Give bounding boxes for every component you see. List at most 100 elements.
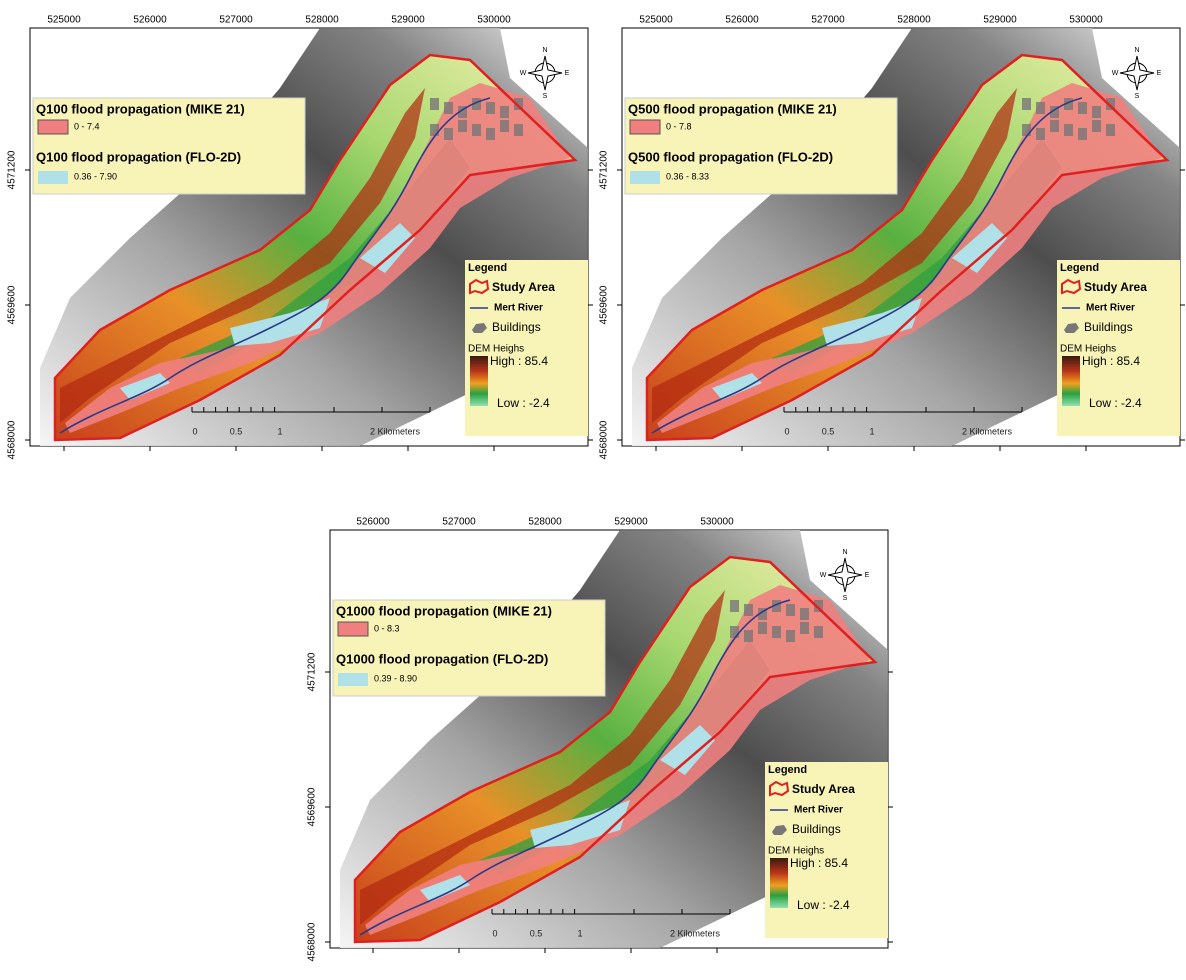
x-coordinate-label: 528000 [305, 15, 339, 26]
scale-label: 1 [869, 426, 874, 436]
map-panel: 525000 526000 527000 528000 529000 530000 4571… [7, 15, 593, 460]
compass-letter: E [865, 572, 870, 579]
legend-label: Study Area [792, 782, 855, 796]
flood-legend-range: 0 - 8.3 [374, 623, 400, 633]
building [1092, 120, 1101, 132]
x-coordinate-label: 527000 [442, 517, 476, 528]
legend-label: Low : -2.4 [497, 396, 550, 410]
building [1064, 124, 1073, 136]
swatch-flo [38, 171, 68, 184]
legend-label: Buildings [492, 320, 541, 334]
swatch-mike [338, 622, 368, 636]
y-coordinate-label: 4571200 [599, 150, 610, 189]
legend-label: DEM Heighs [468, 344, 524, 355]
building [444, 102, 453, 114]
legend-label: DEM Heighs [768, 846, 824, 857]
building [1036, 102, 1045, 114]
legend-label: Study Area [1084, 280, 1147, 294]
building [800, 608, 809, 620]
flood-legend-title: Q1000 flood propagation (MIKE 21) [336, 603, 552, 618]
compass-letter: N [1134, 47, 1139, 54]
building [814, 626, 823, 638]
legend-label: Mert River [794, 805, 843, 816]
x-coordinate-label: 529000 [391, 15, 425, 26]
y-coordinate-label: 4568000 [307, 922, 318, 961]
flood-legend-range: 0.39 - 8.90 [374, 673, 417, 683]
legend-label: Mert River [494, 303, 543, 314]
building [430, 98, 439, 110]
building [444, 128, 453, 140]
legend-label: Buildings [1084, 320, 1133, 334]
scale-label: 2 Kilometers [962, 426, 1013, 436]
compass-letter: W [520, 70, 527, 77]
scale-label: 2 Kilometers [670, 928, 721, 938]
legend-title: Legend [1060, 262, 1099, 274]
y-coordinate-label: 4569600 [599, 285, 610, 324]
flood-legend-title: Q100 flood propagation (MIKE 21) [36, 101, 245, 116]
x-coordinate-label: 525000 [639, 15, 673, 26]
y-coordinate-label: 4571200 [7, 150, 18, 189]
x-coordinate-label: 530000 [477, 15, 511, 26]
building [1106, 124, 1115, 136]
legend-label: Low : -2.4 [797, 898, 850, 912]
flood-legend-range: 0.36 - 8.33 [666, 171, 709, 181]
building [786, 630, 795, 642]
scale-label: 0 [192, 426, 197, 436]
y-coordinate-label: 4568000 [7, 420, 18, 459]
building [1078, 102, 1087, 114]
legend-label: Study Area [492, 280, 555, 294]
building [772, 626, 781, 638]
legend-label: Low : -2.4 [1089, 396, 1142, 410]
x-coordinate-label: 526000 [725, 15, 759, 26]
x-coordinate-label: 525000 [47, 15, 81, 26]
x-coordinate-label: 529000 [614, 517, 648, 528]
swatch-flo [630, 171, 660, 184]
building [744, 604, 753, 616]
flood-legend-title: Q1000 flood propagation (FLO-2D) [336, 651, 548, 666]
building [472, 124, 481, 136]
legend-label: Buildings [792, 822, 841, 836]
y-coordinate-label: 4569600 [307, 787, 318, 826]
x-coordinate-label: 526000 [133, 15, 167, 26]
compass-letter: S [843, 595, 848, 602]
building [1092, 106, 1101, 118]
x-coordinate-label: 527000 [811, 15, 845, 26]
figure: 525000 526000 527000 528000 529000 530000 4571… [0, 0, 1186, 980]
flood-legend-range: 0.36 - 7.90 [74, 171, 117, 181]
building [730, 626, 739, 638]
dem-ramp [770, 858, 788, 908]
scale-label: 0.5 [230, 426, 243, 436]
flood-legend-range: 0 - 7.4 [74, 121, 100, 131]
building [744, 630, 753, 642]
building [800, 622, 809, 634]
legend-title: Legend [768, 764, 807, 776]
scale-label: 0 [784, 426, 789, 436]
scale-label: 1 [277, 426, 282, 436]
compass-letter: W [1112, 70, 1119, 77]
x-coordinate-label: 528000 [897, 15, 931, 26]
x-coordinate-label: 527000 [219, 15, 253, 26]
compass-letter: E [1157, 70, 1162, 77]
flood-legend-title: Q500 flood propagation (FLO-2D) [628, 149, 833, 164]
swatch-mike [630, 120, 660, 134]
y-coordinate-label: 4568000 [599, 420, 610, 459]
scale-label: 2 Kilometers [370, 426, 421, 436]
map-panel: 5250005260005270005280005290005300004571… [599, 15, 1185, 460]
legend-label: DEM Heighs [1060, 344, 1116, 355]
building [1036, 128, 1045, 140]
dem-ramp [470, 356, 488, 406]
swatch-mike [38, 120, 68, 134]
building [486, 128, 495, 140]
scale-label: 0.5 [530, 928, 543, 938]
scale-label: 1 [577, 928, 582, 938]
x-coordinate-label: 530000 [1069, 15, 1103, 26]
legend-title: Legend [468, 262, 507, 274]
compass-letter: N [542, 47, 547, 54]
building [1078, 128, 1087, 140]
flood-legend-title: Q500 flood propagation (MIKE 21) [628, 101, 837, 116]
legend-label: Mert River [1086, 303, 1135, 314]
compass-letter: N [842, 549, 847, 556]
dem-ramp [1062, 356, 1080, 406]
building [500, 106, 509, 118]
swatch-flo [338, 673, 368, 686]
